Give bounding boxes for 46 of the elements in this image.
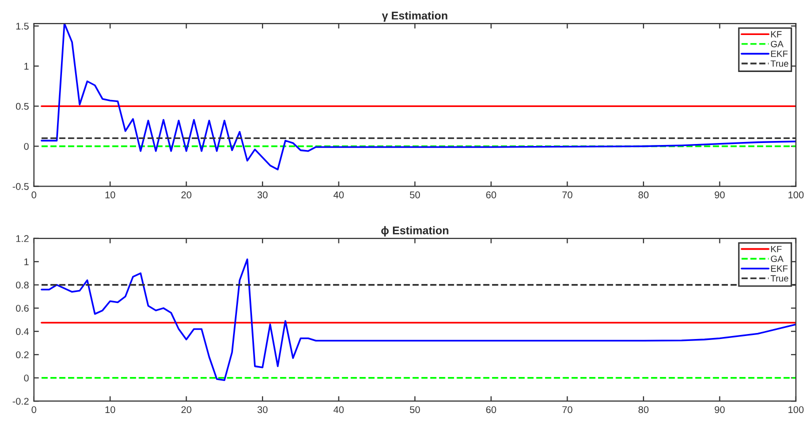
x-tick-label: 100 <box>788 191 804 198</box>
x-tick-label: 10 <box>105 406 116 414</box>
x-tick-label: 60 <box>486 191 496 198</box>
y-tick-label: -0.2 <box>12 398 29 405</box>
x-tick-label: 50 <box>410 406 420 414</box>
chart-title: γ Estimation <box>382 11 448 22</box>
x-tick-label: 0 <box>32 191 36 198</box>
x-tick-label: 80 <box>638 406 649 414</box>
x-tick-label: 20 <box>181 406 192 414</box>
x-tick-label: 30 <box>257 191 268 198</box>
y-tick-label: 0 <box>24 142 29 150</box>
legend-label: EKF <box>771 50 788 57</box>
y-tick-label: 1 <box>24 62 29 70</box>
y-tick-label: 1 <box>24 258 29 266</box>
legend-label: KF <box>771 246 782 252</box>
x-tick-label: 70 <box>562 406 572 414</box>
y-tick-label: -0.5 <box>12 183 29 190</box>
x-tick-label: 80 <box>638 191 649 198</box>
y-tick-label: 0.2 <box>16 351 29 358</box>
y-tick-label: 0.4 <box>16 328 29 335</box>
x-tick-label: 90 <box>714 191 725 198</box>
x-tick-label: 30 <box>257 406 268 414</box>
legend-label: GA <box>770 40 784 48</box>
x-tick-label: 60 <box>486 406 496 414</box>
line-series <box>40 24 796 170</box>
legend-label: True <box>770 275 788 282</box>
legend-label: True <box>770 60 788 67</box>
y-tick-label: 1.5 <box>16 22 29 30</box>
x-tick-label: 20 <box>181 191 192 198</box>
y-tick-label: 0.8 <box>16 282 29 288</box>
x-tick-label: 50 <box>410 191 420 198</box>
x-tick-label: 0 <box>32 406 36 414</box>
x-tick-label: 40 <box>334 406 344 414</box>
chart-title: ϕ Estimation <box>381 226 448 237</box>
y-tick-label: 0.5 <box>16 102 29 110</box>
legend-label: GA <box>770 256 784 262</box>
legend-label: KF <box>771 31 782 38</box>
x-tick-label: 100 <box>788 406 804 414</box>
x-tick-label: 70 <box>562 191 572 198</box>
x-tick-label: 10 <box>105 191 116 198</box>
x-tick-label: 90 <box>714 406 725 414</box>
y-tick-label: 0.6 <box>16 304 29 312</box>
y-tick-label: 1.2 <box>16 235 29 242</box>
x-tick-label: 40 <box>334 191 344 198</box>
legend-label: EKF <box>771 265 788 272</box>
y-tick-label: 0 <box>24 374 29 382</box>
